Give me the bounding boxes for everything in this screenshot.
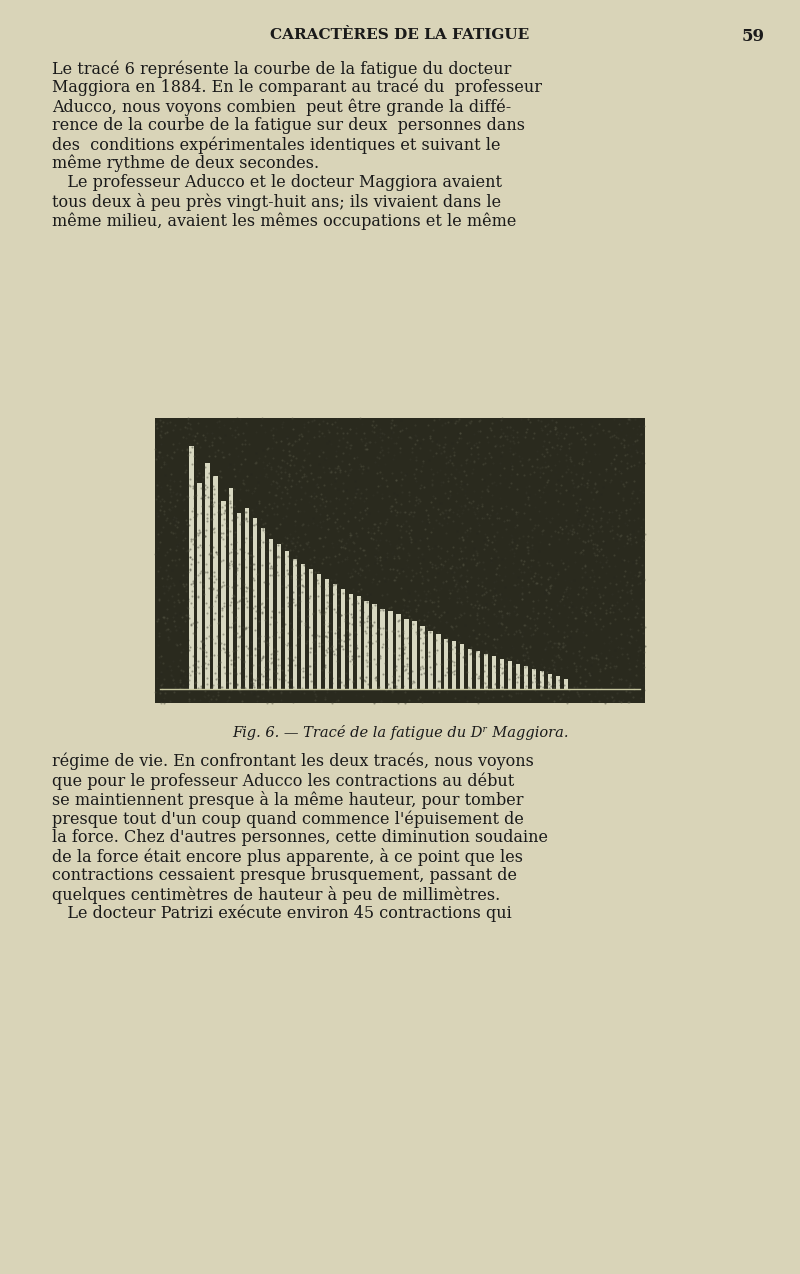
Bar — [301, 563, 305, 689]
Text: contractions cessaient presque brusquement, passant de: contractions cessaient presque brusqueme… — [52, 868, 517, 884]
Text: Le professeur Aducco et le docteur Maggiora avaient: Le professeur Aducco et le docteur Maggi… — [52, 175, 502, 191]
Bar — [555, 676, 560, 689]
Bar — [261, 529, 266, 689]
Bar — [365, 601, 369, 689]
Text: rence de la courbe de la fatigue sur deux  personnes dans: rence de la courbe de la fatigue sur deu… — [52, 117, 525, 134]
Bar — [524, 666, 528, 689]
Bar — [508, 661, 512, 689]
Bar — [428, 632, 433, 689]
Text: des  conditions expérimentales identiques et suivant le: des conditions expérimentales identiques… — [52, 136, 501, 153]
Text: de la force était encore plus apparente, à ce point que les: de la force était encore plus apparente,… — [52, 848, 523, 866]
Text: Maggiora en 1884. En le comparant au tracé du  professeur: Maggiora en 1884. En le comparant au tra… — [52, 79, 542, 97]
Text: tous deux à peu près vingt-huit ans; ils vivaient dans le: tous deux à peu près vingt-huit ans; ils… — [52, 192, 501, 211]
Text: Aducco, nous voyons combien  peut être grande la diffé-: Aducco, nous voyons combien peut être gr… — [52, 98, 511, 116]
Bar — [341, 589, 345, 689]
Bar — [285, 552, 290, 689]
Text: Fig. 6. — Tracé de la fatigue du Dʳ Maggiora.: Fig. 6. — Tracé de la fatigue du Dʳ Magg… — [232, 725, 568, 740]
Bar — [444, 638, 449, 689]
Bar — [237, 513, 242, 689]
Bar — [373, 604, 377, 689]
Text: 59: 59 — [742, 28, 765, 45]
Text: Le tracé 6 représente la courbe de la fatigue du docteur: Le tracé 6 représente la courbe de la fa… — [52, 60, 511, 78]
Text: Le docteur Patrizi exécute environ 45 contractions qui: Le docteur Patrizi exécute environ 45 co… — [52, 905, 512, 922]
Text: CARACTÈRES DE LA FATIGUE: CARACTÈRES DE LA FATIGUE — [270, 28, 530, 42]
Bar — [253, 519, 258, 689]
Bar — [516, 664, 520, 689]
Bar — [532, 669, 536, 689]
Bar — [563, 679, 568, 689]
Bar — [349, 594, 353, 689]
Bar — [420, 627, 425, 689]
Bar — [325, 578, 329, 689]
Text: quelques centimètres de hauteur à peu de millimètres.: quelques centimètres de hauteur à peu de… — [52, 885, 500, 905]
Bar — [277, 544, 282, 689]
Bar — [468, 648, 472, 689]
Bar — [213, 475, 218, 689]
Bar — [396, 614, 401, 689]
Text: presque tout d'un coup quand commence l'épuisement de: presque tout d'un coup quand commence l'… — [52, 810, 524, 828]
Bar — [317, 573, 321, 689]
Bar — [476, 651, 480, 689]
Bar — [229, 488, 234, 689]
Bar — [293, 558, 297, 689]
Bar — [309, 568, 313, 689]
Bar — [500, 659, 504, 689]
Text: que pour le professeur Aducco les contractions au début: que pour le professeur Aducco les contra… — [52, 772, 514, 790]
Bar — [452, 641, 457, 689]
Bar — [404, 619, 409, 689]
Bar — [412, 622, 417, 689]
Text: se maintiennent presque à la même hauteur, pour tomber: se maintiennent presque à la même hauteu… — [52, 791, 523, 809]
Bar — [333, 583, 337, 689]
Bar — [436, 634, 441, 689]
Text: la force. Chez d'autres personnes, cette diminution soudaine: la force. Chez d'autres personnes, cette… — [52, 829, 548, 846]
Bar — [155, 418, 645, 703]
Bar — [206, 464, 210, 689]
Bar — [198, 483, 202, 689]
Text: même rythme de deux secondes.: même rythme de deux secondes. — [52, 155, 319, 172]
Bar — [245, 508, 250, 689]
Text: régime de vie. En confrontant les deux tracés, nous voyons: régime de vie. En confrontant les deux t… — [52, 753, 534, 771]
Bar — [269, 539, 274, 689]
Text: même milieu, avaient les mêmes occupations et le même: même milieu, avaient les mêmes occupatio… — [52, 211, 516, 229]
Bar — [381, 609, 385, 689]
Bar — [492, 656, 496, 689]
Bar — [221, 501, 226, 689]
Bar — [357, 596, 361, 689]
Bar — [190, 446, 194, 689]
Bar — [484, 654, 488, 689]
Bar — [548, 674, 552, 689]
Bar — [540, 671, 544, 689]
Bar — [388, 612, 393, 689]
Bar — [460, 643, 465, 689]
